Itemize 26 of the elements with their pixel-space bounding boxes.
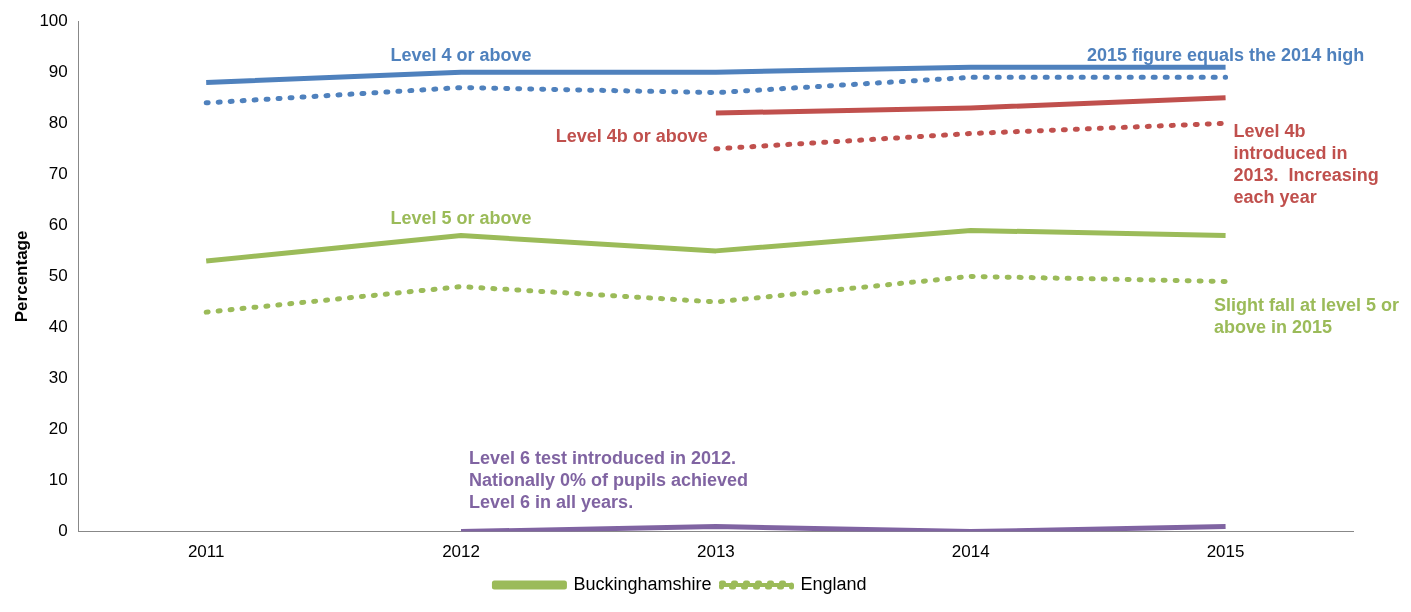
legend-label: Buckinghamshire	[573, 573, 712, 594]
y-tick-label: 40	[48, 317, 68, 337]
annotation: Level 4 or above	[390, 44, 532, 65]
y-tick-label: 20	[48, 419, 68, 439]
y-tick-label: 60	[48, 215, 68, 235]
y-axis-title: Percentage	[11, 230, 31, 323]
x-tick-label: 2014	[951, 542, 990, 562]
y-tick-label: 10	[48, 470, 68, 490]
x-tick-label: 2015	[1206, 542, 1245, 562]
y-tick-label: 100	[39, 10, 68, 30]
y-tick-label: 80	[48, 112, 68, 132]
x-tick-label: 2012	[442, 542, 480, 562]
y-tick-label: 30	[48, 368, 68, 388]
annotation: Slight fall at level 5 or above in 2015	[1213, 294, 1400, 337]
annotation: Level 4b or above	[555, 126, 708, 147]
annotation: 2015 figure equals the 2014 high	[1087, 44, 1365, 65]
x-tick-label: 2013	[696, 542, 735, 562]
legend-label: England	[800, 573, 867, 594]
y-tick-label: 0	[58, 521, 68, 541]
annotation: Level 5 or above	[390, 208, 532, 229]
y-tick-label: 50	[48, 266, 68, 286]
annotation: Level 6 test introduced in 2012. Nationally 0% of pupils achieved Level 6 in all years.	[469, 447, 749, 512]
x-tick-label: 2011	[187, 542, 225, 562]
y-tick-label: 90	[48, 61, 68, 81]
annotation: Level 4b introduced in 2013. Increasing each year	[1233, 121, 1379, 208]
y-tick-label: 70	[48, 164, 68, 184]
